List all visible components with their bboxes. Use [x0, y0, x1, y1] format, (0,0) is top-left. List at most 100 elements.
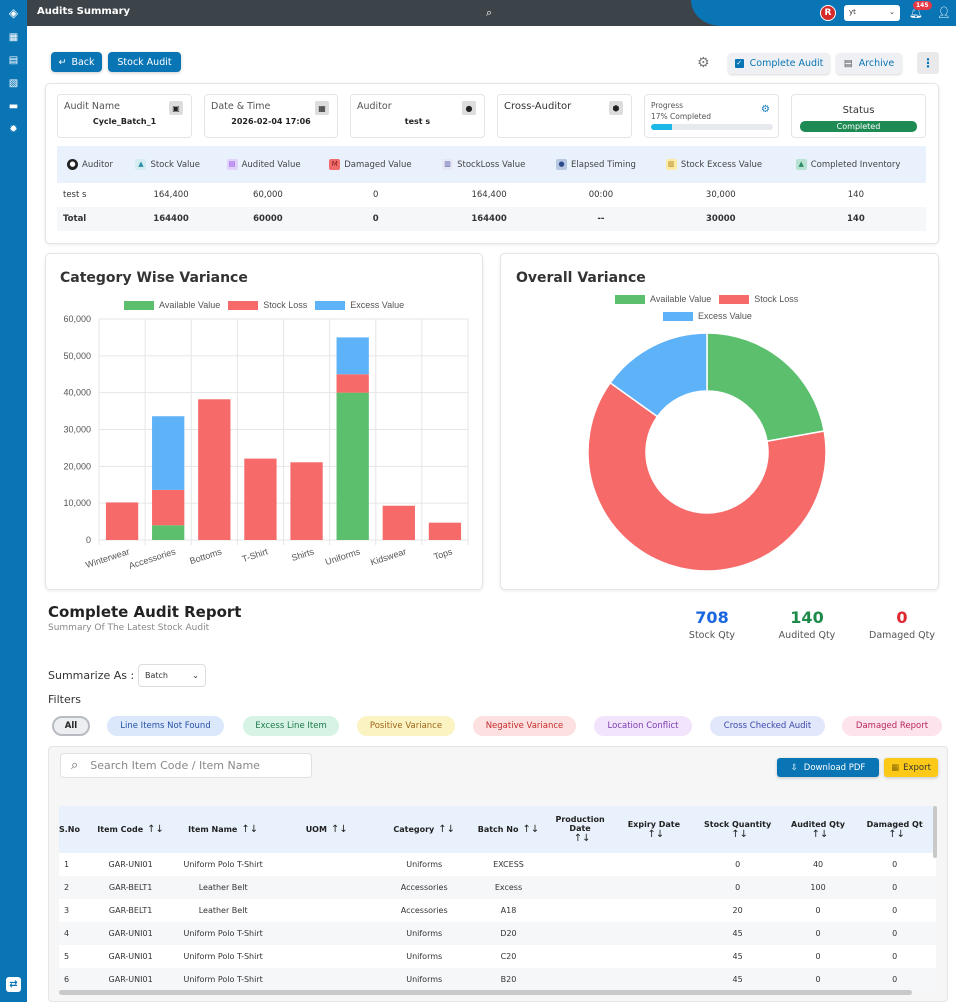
folder-icon[interactable]: ▬ [8, 101, 19, 112]
legend-item[interactable]: Available Value [124, 300, 220, 311]
table-cell: GAR-UNI01 [92, 968, 170, 991]
table-row[interactable]: 2 GAR-BELT1 Leather Belt Accessories Excess 0… [59, 876, 936, 899]
table-row[interactable]: 3 GAR-BELT1 Leather Belt Accessories A18 20 0 0 [59, 899, 936, 922]
donut-slice-available-value[interactable] [706, 332, 826, 443]
table-row[interactable]: 5 GAR-UNI01 Uniform Polo T-Shirt Uniforms C2… [59, 945, 936, 968]
report-title: Complete Audit Report [48, 603, 242, 621]
table-cell: 164,400 [471, 190, 507, 200]
stat-value: 708 [695, 608, 729, 627]
legend-item[interactable]: Stock Loss [719, 294, 798, 305]
archive-button[interactable]: ▤ Archive [836, 53, 902, 74]
filter-chip-not-found[interactable]: Line Items Not Found [107, 716, 224, 736]
filter-chip-damaged[interactable]: Damaged Report [842, 716, 942, 736]
bar-stock-loss-shirts[interactable] [290, 462, 323, 540]
export-button[interactable]: ▦ Export [884, 758, 938, 777]
bar-excess-value-uniforms[interactable] [336, 337, 369, 375]
inventory-icon[interactable]: ▤ [8, 55, 19, 66]
table-row[interactable]: 4 GAR-UNI01 Uniform Polo T-Shirt Uniforms D2… [59, 922, 936, 945]
table-cell: 0 [892, 906, 898, 915]
bar-stock-loss-uniforms[interactable] [336, 374, 369, 393]
switch-icon[interactable]: ⇄ [6, 977, 21, 992]
download-pdf-button[interactable]: ⇩ Download PDF [777, 758, 879, 777]
bar-chart-icon: ▥ [442, 159, 454, 170]
filter-chip-excess[interactable]: Excess Line Item [243, 716, 339, 736]
bar-stock-loss-winterwear[interactable] [105, 502, 139, 540]
filter-chip-negative[interactable]: Negative Variance [473, 716, 576, 736]
filter-chip-positive[interactable]: Positive Variance [357, 716, 455, 736]
bar-stock-loss-bottoms[interactable] [198, 399, 231, 540]
sort-icon[interactable]: ↑↓ [811, 828, 829, 840]
column-header[interactable]: S.No [59, 806, 93, 853]
legend-item[interactable]: Excess Value [663, 311, 752, 322]
bar-stock-loss-kidswear[interactable] [382, 505, 415, 540]
date-time-label: Date & Time [211, 101, 271, 112]
document-icon[interactable]: ▧ [8, 78, 19, 89]
sort-icon[interactable]: ↑↓ [647, 828, 665, 840]
legend-label: Excess Value [698, 311, 752, 321]
column-header[interactable]: Production Date ↑↓ [544, 806, 616, 853]
sort-icon[interactable]: ↑↓ [522, 824, 540, 835]
sort-icon[interactable]: ↑↓ [241, 824, 259, 835]
sort-icon[interactable]: ↑↓ [438, 824, 456, 835]
column-header[interactable]: Damaged Qt ↑↓ [853, 806, 936, 853]
user-icon[interactable]: 👤︎ [937, 6, 951, 19]
search-icon[interactable]: ⌕ [486, 6, 493, 19]
donut-slice-stock-loss[interactable] [587, 381, 827, 572]
filter-chip-all[interactable]: All [52, 716, 90, 736]
column-header[interactable]: Item Code ↑↓ [92, 806, 170, 853]
dashboard-icon[interactable]: ▦ [8, 32, 19, 43]
stock-audit-button[interactable]: Stock Audit [108, 52, 181, 72]
sort-icon[interactable]: ↑↓ [147, 824, 164, 835]
status-label: Status [842, 105, 875, 116]
bar-available-value-accessories[interactable] [152, 525, 185, 540]
sort-icon[interactable]: ↑↓ [731, 828, 748, 840]
column-header[interactable]: Expiry Date ↑↓ [615, 806, 693, 853]
column-header-label: Audited Qty [791, 819, 846, 829]
filter-chip-location[interactable]: Location Conflict [594, 716, 692, 736]
table-row[interactable]: 6 GAR-UNI01 Uniform Polo T-Shirt Uniforms B2… [59, 968, 936, 991]
sort-icon[interactable]: ↑↓ [888, 828, 906, 840]
bar-stock-loss-tops[interactable] [428, 522, 462, 540]
filter-chip-cross-checked[interactable]: Cross Checked Audit [710, 716, 825, 736]
legend-item[interactable]: Available Value [615, 294, 711, 305]
sort-icon[interactable]: ↑↓ [330, 824, 348, 835]
calendar-file-icon: ▣ [169, 101, 183, 115]
bar-stock-loss-accessories[interactable] [152, 489, 185, 526]
store-select[interactable]: yt ⌄ [844, 5, 900, 21]
column-header[interactable]: Stock Quantity ↑↓ [692, 806, 783, 853]
column-header[interactable]: UOM ↑↓ [277, 806, 377, 853]
table-cell: A18 [500, 906, 517, 915]
table-cell [615, 876, 693, 899]
avatar[interactable]: R [820, 5, 836, 21]
col-audited-value: ▤ Audited Value [216, 146, 320, 183]
legend-item[interactable]: Excess Value [315, 300, 404, 311]
chart-legend: Available Value Stock Loss Excess Value [124, 300, 404, 311]
table-row[interactable]: 1 GAR-UNI01 Uniform Polo T-Shirt Uniforms EX… [59, 853, 936, 876]
column-header[interactable]: Category ↑↓ [376, 806, 473, 853]
column-header[interactable]: Batch No ↑↓ [472, 806, 545, 853]
gear-icon[interactable]: ⚙ [697, 55, 710, 71]
legend-label: Stock Loss [263, 300, 308, 310]
app-logo-icon[interactable]: ◈ [8, 6, 19, 20]
bar-excess-value-accessories[interactable] [152, 416, 185, 490]
complete-audit-button[interactable]: ✓ Complete Audit [728, 53, 830, 74]
col-damaged-value: M Damaged Value [319, 146, 433, 183]
more-options-icon[interactable]: ⋮ [917, 52, 939, 74]
column-header[interactable]: Audited Qty ↑↓ [782, 806, 854, 853]
back-button[interactable]: ↵ Back [51, 52, 102, 72]
growth-chart-icon: ▥ [665, 159, 677, 170]
archive-icon: ▤ [843, 58, 853, 69]
bar-stock-loss-t-shirt[interactable] [244, 458, 277, 540]
horizontal-scrollbar[interactable] [59, 990, 912, 995]
bar-available-value-uniforms[interactable] [336, 392, 369, 540]
filters-label: Filters [48, 693, 81, 706]
legend-item[interactable]: Stock Loss [228, 300, 308, 311]
search-input[interactable]: ⌕ Search Item Code / Item Name [60, 753, 312, 778]
table-cell [544, 922, 616, 945]
sort-icon[interactable]: ↑↓ [573, 833, 591, 844]
donut-slice-excess-value[interactable] [609, 332, 708, 418]
summarize-select[interactable]: Batch ⌄ [138, 664, 206, 687]
column-header[interactable]: Item Name ↑↓ [169, 806, 278, 853]
vertical-scrollbar[interactable] [933, 806, 937, 858]
settings-icon[interactable]: ✹ [9, 124, 18, 135]
